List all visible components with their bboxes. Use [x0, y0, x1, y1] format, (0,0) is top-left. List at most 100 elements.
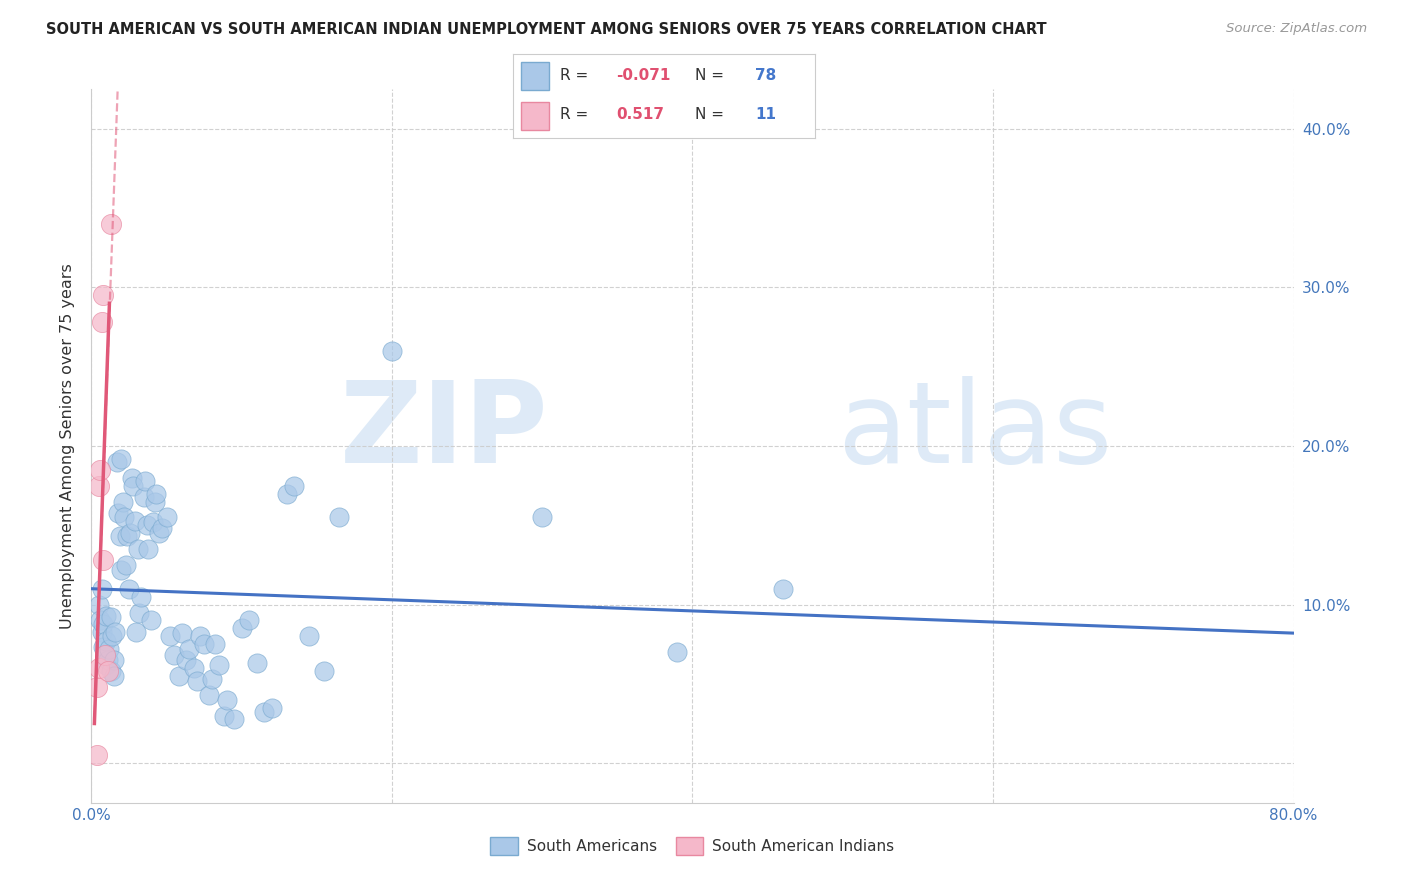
Point [193, 637, 215, 651]
Point [141, 614, 163, 628]
Text: 11: 11 [755, 107, 776, 122]
Point [90, 624, 112, 639]
Point [87, 661, 110, 675]
Point [186, 673, 208, 688]
Point [167, 669, 190, 683]
Point [238, 614, 260, 628]
Point [150, 521, 173, 535]
Point [94, 648, 117, 663]
Point [314, 664, 336, 678]
Point [87, 598, 110, 612]
Point [89, 614, 111, 628]
Point [100, 664, 122, 678]
Point [114, 510, 136, 524]
Text: atlas: atlas [837, 376, 1112, 487]
Point [117, 529, 139, 543]
Point [96, 608, 118, 623]
Point [110, 451, 132, 466]
Point [90, 315, 112, 329]
Point [246, 657, 269, 671]
Text: N =: N = [695, 107, 724, 122]
Point [93, 616, 115, 631]
Point [96, 634, 118, 648]
Point [136, 518, 159, 533]
Point [145, 486, 167, 500]
Point [283, 478, 305, 492]
Point [100, 610, 122, 624]
Point [208, 657, 231, 672]
Point [148, 526, 170, 541]
Point [86, 680, 108, 694]
Point [103, 653, 125, 667]
Point [197, 688, 219, 702]
Point [124, 514, 146, 528]
Point [134, 474, 156, 488]
Point [100, 217, 122, 231]
Point [129, 590, 152, 604]
Text: -0.071: -0.071 [616, 69, 671, 84]
Point [132, 490, 155, 504]
Point [89, 463, 111, 477]
Text: ZIP: ZIP [340, 376, 548, 487]
Text: N =: N = [695, 69, 724, 84]
Point [159, 629, 181, 643]
Point [666, 645, 689, 659]
Point [142, 515, 165, 529]
Point [174, 653, 197, 667]
Text: R =: R = [560, 107, 588, 122]
FancyBboxPatch shape [520, 62, 550, 90]
Point [108, 529, 131, 543]
Point [111, 494, 134, 508]
Text: 78: 78 [755, 69, 776, 84]
Point [107, 506, 129, 520]
Point [101, 629, 124, 643]
FancyBboxPatch shape [520, 102, 550, 130]
Point [231, 621, 253, 635]
Point [298, 629, 321, 643]
Point [110, 563, 132, 577]
Point [96, 657, 118, 672]
Point [127, 542, 149, 557]
Y-axis label: Unemployment Among Seniors over 75 years: Unemployment Among Seniors over 75 years [59, 263, 75, 629]
Point [104, 624, 127, 639]
Point [212, 708, 235, 723]
Point [163, 648, 186, 663]
Point [98, 642, 121, 657]
Point [201, 672, 224, 686]
Point [94, 648, 117, 663]
Point [204, 637, 226, 651]
Point [125, 624, 148, 639]
Point [87, 478, 110, 492]
Point [105, 455, 128, 469]
Point [138, 542, 160, 557]
Legend: South Americans, South American Indians: South Americans, South American Indians [485, 831, 900, 861]
Point [118, 582, 141, 596]
Point [93, 553, 115, 567]
Point [122, 478, 145, 492]
Point [328, 510, 350, 524]
Text: R =: R = [560, 69, 588, 84]
Point [177, 642, 200, 657]
Point [93, 288, 115, 302]
Point [276, 486, 298, 500]
Text: Source: ZipAtlas.com: Source: ZipAtlas.com [1226, 22, 1367, 36]
Point [224, 712, 246, 726]
Point [128, 606, 150, 620]
Point [183, 661, 205, 675]
Point [253, 706, 276, 720]
Point [97, 664, 120, 678]
Point [97, 653, 120, 667]
Text: 0.517: 0.517 [616, 107, 664, 122]
Text: SOUTH AMERICAN VS SOUTH AMERICAN INDIAN UNEMPLOYMENT AMONG SENIORS OVER 75 YEARS: SOUTH AMERICAN VS SOUTH AMERICAN INDIAN … [46, 22, 1047, 37]
Point [90, 582, 112, 596]
Point [143, 494, 166, 508]
Point [170, 626, 193, 640]
Point [772, 582, 794, 596]
Point [121, 471, 143, 485]
Point [215, 692, 238, 706]
Point [188, 629, 211, 643]
Point [115, 558, 138, 572]
Point [120, 526, 142, 541]
Point [103, 669, 125, 683]
Point [93, 640, 115, 655]
